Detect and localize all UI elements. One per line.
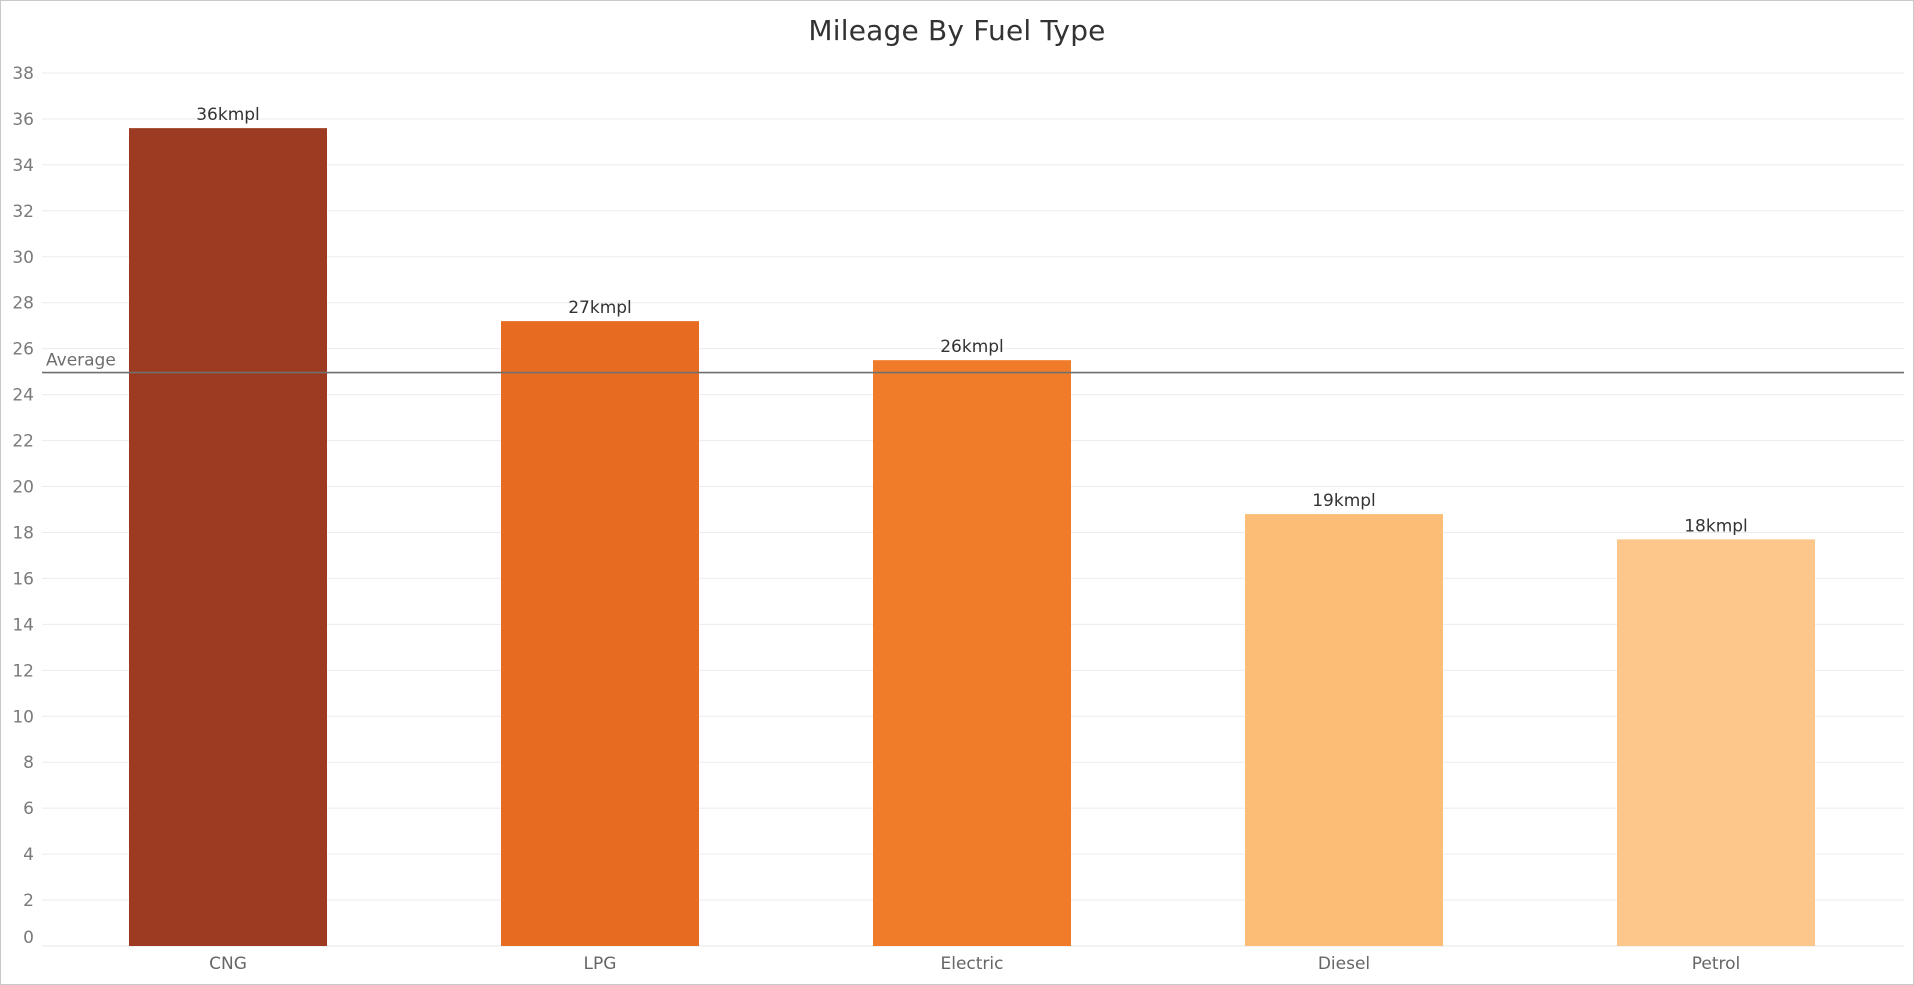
y-tick-label: 34 (12, 156, 34, 176)
category-label: LPG (584, 954, 617, 974)
y-tick-label: 8 (23, 753, 34, 773)
y-tick-label: 18 (12, 523, 34, 543)
y-tick-label: 28 (12, 294, 34, 314)
bar-cng[interactable] (129, 128, 327, 946)
category-label: Electric (941, 954, 1004, 974)
y-tick-label: 10 (12, 707, 34, 727)
chart-title: Mileage By Fuel Type (808, 14, 1106, 47)
y-tick-label: 22 (12, 432, 34, 452)
y-tick-label: 38 (12, 64, 34, 84)
category-label: Petrol (1692, 954, 1741, 974)
data-label: 26kmpl (940, 337, 1004, 357)
bar-petrol[interactable] (1617, 539, 1815, 946)
data-label: 36kmpl (196, 105, 260, 125)
data-label: 18kmpl (1684, 516, 1748, 536)
y-tick-label: 24 (12, 386, 34, 406)
y-tick-label: 30 (12, 248, 34, 268)
y-tick-label: 12 (12, 661, 34, 681)
bar-diesel[interactable] (1245, 514, 1443, 946)
category-label: CNG (209, 954, 247, 974)
y-tick-label: 32 (12, 202, 34, 222)
bar-lpg[interactable] (501, 321, 699, 946)
y-tick-label: 20 (12, 478, 34, 498)
y-tick-label: 26 (12, 340, 34, 360)
average-reference-label: Average (46, 351, 116, 371)
data-label: 27kmpl (568, 298, 632, 318)
bar-electric[interactable] (873, 360, 1071, 947)
y-tick-label: 14 (12, 615, 34, 635)
y-tick-label: 36 (12, 110, 34, 130)
y-tick-label: 4 (23, 845, 34, 865)
category-label: Diesel (1318, 954, 1370, 974)
y-tick-label: 6 (23, 799, 34, 819)
y-tick-label: 0 (23, 928, 34, 948)
y-tick-label: 2 (23, 891, 34, 911)
data-label: 19kmpl (1312, 491, 1376, 511)
y-tick-label: 16 (12, 569, 34, 589)
